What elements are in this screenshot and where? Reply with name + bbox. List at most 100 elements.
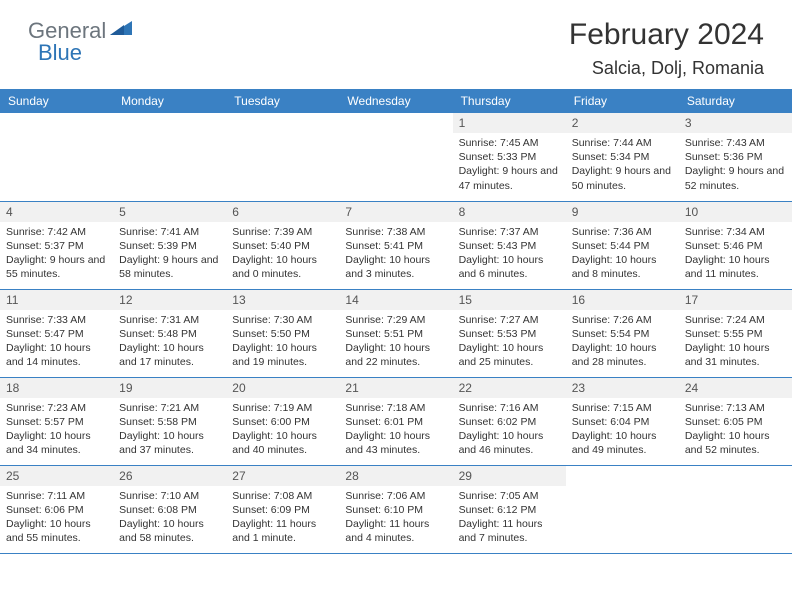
day-header: Friday: [566, 89, 679, 113]
calendar-day-cell: 26Sunrise: 7:10 AMSunset: 6:08 PMDayligh…: [113, 465, 226, 553]
day-details: Sunrise: 7:44 AMSunset: 5:34 PMDaylight:…: [566, 133, 679, 199]
calendar-day-cell: 2Sunrise: 7:44 AMSunset: 5:34 PMDaylight…: [566, 113, 679, 201]
calendar-day-cell: 23Sunrise: 7:15 AMSunset: 6:04 PMDayligh…: [566, 377, 679, 465]
calendar-day-cell: 29Sunrise: 7:05 AMSunset: 6:12 PMDayligh…: [453, 465, 566, 553]
calendar-day-cell: 16Sunrise: 7:26 AMSunset: 5:54 PMDayligh…: [566, 289, 679, 377]
calendar-day-cell: [679, 465, 792, 553]
day-number-empty: [0, 113, 113, 133]
day-details: Sunrise: 7:05 AMSunset: 6:12 PMDaylight:…: [453, 486, 566, 552]
day-details: Sunrise: 7:11 AMSunset: 6:06 PMDaylight:…: [0, 486, 113, 552]
calendar-day-cell: 21Sunrise: 7:18 AMSunset: 6:01 PMDayligh…: [339, 377, 452, 465]
day-number: 18: [0, 378, 113, 398]
day-number: 22: [453, 378, 566, 398]
day-details: Sunrise: 7:26 AMSunset: 5:54 PMDaylight:…: [566, 310, 679, 376]
day-details: Sunrise: 7:42 AMSunset: 5:37 PMDaylight:…: [0, 222, 113, 288]
logo-word-blue: Blue: [38, 40, 82, 66]
calendar-day-cell: 15Sunrise: 7:27 AMSunset: 5:53 PMDayligh…: [453, 289, 566, 377]
day-number-empty: [566, 466, 679, 486]
day-details: Sunrise: 7:10 AMSunset: 6:08 PMDaylight:…: [113, 486, 226, 552]
day-number: 2: [566, 113, 679, 133]
day-details: Sunrise: 7:15 AMSunset: 6:04 PMDaylight:…: [566, 398, 679, 464]
calendar-day-cell: [113, 113, 226, 201]
day-header: Wednesday: [339, 89, 452, 113]
day-number-empty: [226, 113, 339, 133]
calendar-table: SundayMondayTuesdayWednesdayThursdayFrid…: [0, 89, 792, 554]
calendar-day-cell: [0, 113, 113, 201]
day-details: Sunrise: 7:06 AMSunset: 6:10 PMDaylight:…: [339, 486, 452, 552]
day-number: 12: [113, 290, 226, 310]
day-details: Sunrise: 7:19 AMSunset: 6:00 PMDaylight:…: [226, 398, 339, 464]
calendar-week-row: 4Sunrise: 7:42 AMSunset: 5:37 PMDaylight…: [0, 201, 792, 289]
calendar-week-row: 25Sunrise: 7:11 AMSunset: 6:06 PMDayligh…: [0, 465, 792, 553]
day-number: 15: [453, 290, 566, 310]
day-details: Sunrise: 7:27 AMSunset: 5:53 PMDaylight:…: [453, 310, 566, 376]
day-number: 1: [453, 113, 566, 133]
calendar-day-cell: 17Sunrise: 7:24 AMSunset: 5:55 PMDayligh…: [679, 289, 792, 377]
day-details: Sunrise: 7:38 AMSunset: 5:41 PMDaylight:…: [339, 222, 452, 288]
calendar-week-row: 1Sunrise: 7:45 AMSunset: 5:33 PMDaylight…: [0, 113, 792, 201]
day-number: 3: [679, 113, 792, 133]
day-number: 29: [453, 466, 566, 486]
day-header: Sunday: [0, 89, 113, 113]
calendar-week-row: 11Sunrise: 7:33 AMSunset: 5:47 PMDayligh…: [0, 289, 792, 377]
day-details: Sunrise: 7:31 AMSunset: 5:48 PMDaylight:…: [113, 310, 226, 376]
title-block: February 2024 Salcia, Dolj, Romania: [569, 18, 764, 79]
day-details: Sunrise: 7:36 AMSunset: 5:44 PMDaylight:…: [566, 222, 679, 288]
day-header: Thursday: [453, 89, 566, 113]
day-number: 21: [339, 378, 452, 398]
calendar-day-cell: 14Sunrise: 7:29 AMSunset: 5:51 PMDayligh…: [339, 289, 452, 377]
day-number: 28: [339, 466, 452, 486]
calendar-day-cell: 10Sunrise: 7:34 AMSunset: 5:46 PMDayligh…: [679, 201, 792, 289]
day-header: Tuesday: [226, 89, 339, 113]
calendar-day-cell: [566, 465, 679, 553]
calendar-day-cell: 25Sunrise: 7:11 AMSunset: 6:06 PMDayligh…: [0, 465, 113, 553]
day-details: Sunrise: 7:45 AMSunset: 5:33 PMDaylight:…: [453, 133, 566, 199]
day-number: 8: [453, 202, 566, 222]
calendar-body: 1Sunrise: 7:45 AMSunset: 5:33 PMDaylight…: [0, 113, 792, 553]
calendar-day-cell: 11Sunrise: 7:33 AMSunset: 5:47 PMDayligh…: [0, 289, 113, 377]
calendar-day-cell: 24Sunrise: 7:13 AMSunset: 6:05 PMDayligh…: [679, 377, 792, 465]
day-number: 17: [679, 290, 792, 310]
day-details: Sunrise: 7:37 AMSunset: 5:43 PMDaylight:…: [453, 222, 566, 288]
day-number: 14: [339, 290, 452, 310]
calendar-day-cell: 12Sunrise: 7:31 AMSunset: 5:48 PMDayligh…: [113, 289, 226, 377]
calendar-day-cell: 19Sunrise: 7:21 AMSunset: 5:58 PMDayligh…: [113, 377, 226, 465]
logo-triangle-icon: [110, 19, 132, 40]
day-details: Sunrise: 7:23 AMSunset: 5:57 PMDaylight:…: [0, 398, 113, 464]
month-title: February 2024: [569, 18, 764, 52]
day-number: 7: [339, 202, 452, 222]
calendar-day-cell: 5Sunrise: 7:41 AMSunset: 5:39 PMDaylight…: [113, 201, 226, 289]
day-details: Sunrise: 7:13 AMSunset: 6:05 PMDaylight:…: [679, 398, 792, 464]
day-details: Sunrise: 7:21 AMSunset: 5:58 PMDaylight:…: [113, 398, 226, 464]
calendar-day-cell: 7Sunrise: 7:38 AMSunset: 5:41 PMDaylight…: [339, 201, 452, 289]
calendar-week-row: 18Sunrise: 7:23 AMSunset: 5:57 PMDayligh…: [0, 377, 792, 465]
calendar-day-cell: 1Sunrise: 7:45 AMSunset: 5:33 PMDaylight…: [453, 113, 566, 201]
header: General February 2024 Salcia, Dolj, Roma…: [0, 0, 792, 89]
calendar-day-cell: 22Sunrise: 7:16 AMSunset: 6:02 PMDayligh…: [453, 377, 566, 465]
day-number: 27: [226, 466, 339, 486]
day-number: 6: [226, 202, 339, 222]
calendar-day-cell: 9Sunrise: 7:36 AMSunset: 5:44 PMDaylight…: [566, 201, 679, 289]
day-header: Monday: [113, 89, 226, 113]
day-number: 9: [566, 202, 679, 222]
calendar-day-cell: [339, 113, 452, 201]
day-header: Saturday: [679, 89, 792, 113]
day-number: 25: [0, 466, 113, 486]
day-number: 5: [113, 202, 226, 222]
day-number: 4: [0, 202, 113, 222]
calendar-header-row: SundayMondayTuesdayWednesdayThursdayFrid…: [0, 89, 792, 113]
day-details: Sunrise: 7:16 AMSunset: 6:02 PMDaylight:…: [453, 398, 566, 464]
day-number: 23: [566, 378, 679, 398]
day-details: Sunrise: 7:18 AMSunset: 6:01 PMDaylight:…: [339, 398, 452, 464]
day-details: Sunrise: 7:33 AMSunset: 5:47 PMDaylight:…: [0, 310, 113, 376]
day-number: 10: [679, 202, 792, 222]
calendar-day-cell: 20Sunrise: 7:19 AMSunset: 6:00 PMDayligh…: [226, 377, 339, 465]
day-details: Sunrise: 7:30 AMSunset: 5:50 PMDaylight:…: [226, 310, 339, 376]
day-number-empty: [339, 113, 452, 133]
calendar-day-cell: 6Sunrise: 7:39 AMSunset: 5:40 PMDaylight…: [226, 201, 339, 289]
day-details: Sunrise: 7:41 AMSunset: 5:39 PMDaylight:…: [113, 222, 226, 288]
calendar-day-cell: 3Sunrise: 7:43 AMSunset: 5:36 PMDaylight…: [679, 113, 792, 201]
day-number: 24: [679, 378, 792, 398]
day-details: Sunrise: 7:24 AMSunset: 5:55 PMDaylight:…: [679, 310, 792, 376]
day-number: 19: [113, 378, 226, 398]
